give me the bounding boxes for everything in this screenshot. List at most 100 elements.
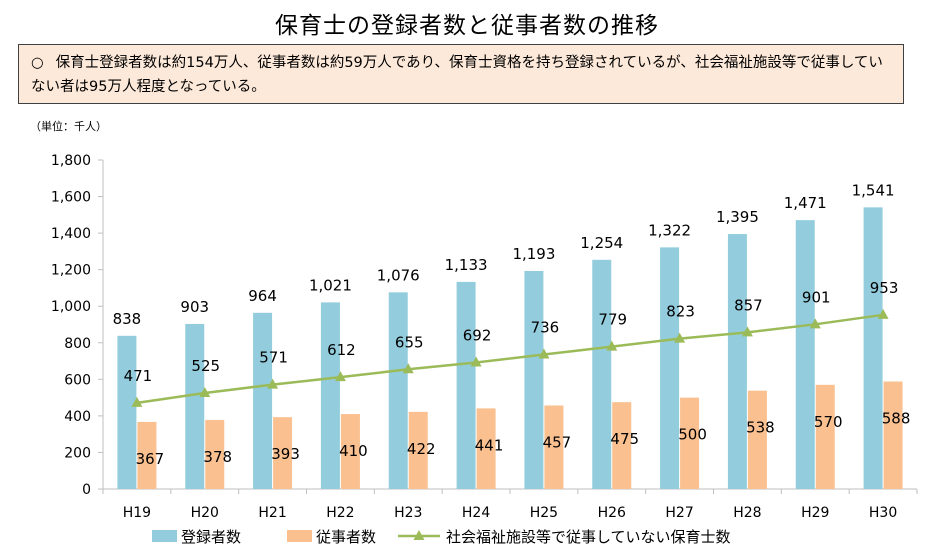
- data-label-employed: 410: [339, 442, 368, 460]
- x-tick-label: H19: [123, 505, 151, 521]
- x-tick-label: H28: [733, 505, 761, 521]
- y-tick-label: 1,600: [51, 190, 91, 206]
- legend-label-employed: 従事者数: [316, 528, 376, 546]
- data-label-employed: 475: [610, 430, 639, 448]
- x-tick-label: H29: [801, 505, 829, 521]
- bar-employed: [815, 384, 835, 489]
- line-not-employed: [136, 313, 884, 405]
- y-tick-label: 600: [64, 372, 91, 388]
- data-label-not-employed: 612: [327, 341, 356, 359]
- bar-registered: [253, 312, 273, 489]
- y-tick-label: 1,200: [51, 263, 91, 279]
- data-label-registered: 1,322: [648, 221, 691, 239]
- line-point-not-employed: [402, 363, 414, 374]
- legend-label-not-employed: 社会福祉施設等で従事していない保育士数: [446, 528, 731, 546]
- bar-employed: [273, 417, 293, 489]
- unit-label: （単位：千人）: [30, 120, 107, 133]
- data-label-employed: 570: [814, 413, 843, 431]
- bar-registered: [320, 302, 340, 489]
- bar-registered: [185, 323, 205, 489]
- legend-marker-not-employed: [413, 530, 425, 540]
- line-point-not-employed: [334, 371, 346, 382]
- line-point-not-employed: [131, 396, 143, 407]
- line-point-not-employed: [809, 318, 821, 329]
- bar-registered: [660, 247, 680, 489]
- data-label-registered: 1,021: [309, 276, 352, 294]
- data-label-not-employed: 736: [531, 318, 560, 336]
- data-label-not-employed: 953: [870, 279, 899, 297]
- bar-employed: [544, 405, 564, 489]
- data-label-not-employed: 471: [124, 367, 153, 385]
- line-point-not-employed: [674, 332, 686, 343]
- bar-registered: [727, 234, 747, 489]
- data-label-not-employed: 857: [734, 296, 763, 314]
- data-label-registered: 838: [113, 310, 142, 328]
- bar-registered: [863, 207, 883, 489]
- legend-swatch-employed: [287, 530, 312, 542]
- bar-employed: [137, 421, 157, 489]
- bar-employed: [205, 419, 225, 489]
- line-point-not-employed: [470, 356, 482, 367]
- bar-employed: [680, 397, 700, 489]
- data-label-not-employed: 692: [463, 327, 492, 345]
- y-tick-label: 0: [82, 482, 91, 498]
- x-tick-label: H21: [258, 505, 286, 521]
- note-bullet: ○: [31, 55, 44, 71]
- data-label-employed: 422: [407, 440, 436, 458]
- bar-employed: [747, 390, 767, 489]
- data-label-not-employed: 779: [598, 311, 627, 329]
- data-label-employed: 588: [882, 410, 911, 428]
- line-point-not-employed: [877, 308, 889, 319]
- y-tick-label: 1,800: [51, 153, 91, 169]
- bar-employed: [883, 381, 903, 489]
- x-tick-label: H24: [462, 505, 490, 521]
- y-tick-label: 800: [64, 336, 91, 352]
- line-point-not-employed: [606, 340, 618, 351]
- note-text: 保育士登録者数は約154万人、従事者数は約59万人であり、保育士資格を持ち登録さ…: [31, 55, 883, 95]
- bar-registered: [388, 292, 408, 489]
- data-label-employed: 393: [271, 445, 300, 463]
- data-label-employed: 500: [678, 426, 707, 444]
- bar-employed: [612, 402, 632, 489]
- bar-employed: [408, 411, 428, 489]
- y-tick-label: 400: [64, 409, 91, 425]
- data-label-employed: 378: [203, 448, 232, 466]
- data-label-registered: 1,395: [716, 208, 759, 226]
- x-tick-label: H23: [394, 505, 422, 521]
- line-point-not-employed: [538, 348, 550, 359]
- data-label-not-employed: 655: [395, 333, 424, 351]
- data-label-registered: 1,471: [784, 194, 827, 212]
- bar-employed: [476, 408, 496, 489]
- data-label-employed: 457: [543, 433, 572, 451]
- summary-note: ○ 保育士登録者数は約154万人、従事者数は約59万人であり、保育士資格を持ち登録…: [18, 44, 904, 104]
- legend-label-registered: 登録者数: [181, 528, 241, 546]
- data-label-not-employed: 823: [666, 303, 695, 321]
- bar-registered: [795, 220, 815, 489]
- data-label-employed: 367: [136, 450, 165, 468]
- x-tick-label: H20: [191, 505, 219, 521]
- bar-registered: [524, 270, 544, 489]
- bar-registered: [117, 335, 137, 489]
- data-label-not-employed: 525: [191, 357, 220, 375]
- x-tick-label: H26: [598, 505, 626, 521]
- data-label-employed: 441: [475, 436, 504, 454]
- page-title: 保育士の登録者数と従事者数の推移: [275, 13, 659, 39]
- data-label-registered: 1,076: [377, 266, 420, 284]
- line-point-not-employed: [199, 387, 211, 398]
- bar-employed: [340, 414, 360, 489]
- data-label-employed: 538: [746, 419, 775, 437]
- data-label-registered: 964: [248, 287, 277, 305]
- x-tick-label: H25: [530, 505, 558, 521]
- bar-registered: [592, 259, 612, 489]
- bar-registered: [456, 281, 476, 489]
- data-label-registered: 1,254: [580, 234, 623, 252]
- y-tick-label: 200: [64, 445, 91, 461]
- line-point-not-employed: [741, 326, 753, 337]
- x-tick-label: H27: [665, 505, 693, 521]
- y-tick-label: 1,400: [51, 226, 91, 242]
- y-tick-label: 1,000: [51, 299, 91, 315]
- data-label-not-employed: 901: [802, 288, 831, 306]
- data-label-registered: 1,193: [512, 245, 555, 263]
- data-label-registered: 903: [180, 298, 209, 316]
